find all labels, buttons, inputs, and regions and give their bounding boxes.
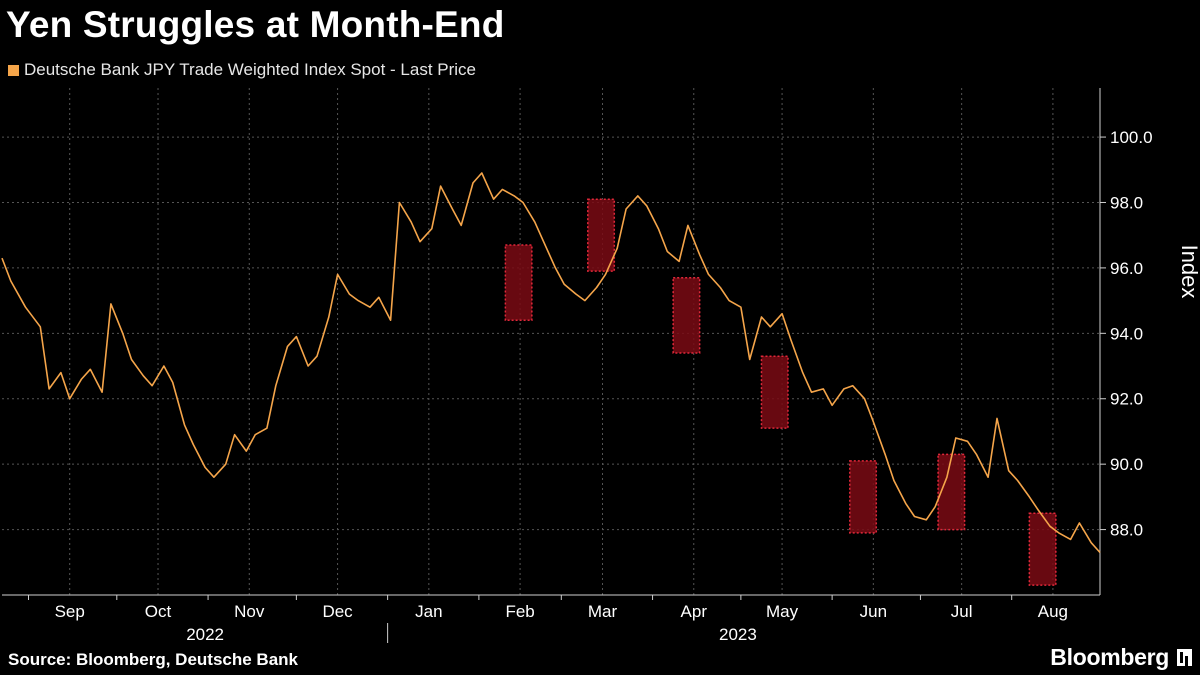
month-end-highlight <box>937 453 966 531</box>
y-tick-label: 94.0 <box>1110 324 1143 343</box>
x-tick-label: Feb <box>505 602 534 621</box>
x-tick-label: Jul <box>951 602 973 621</box>
month-end-highlight <box>672 276 701 354</box>
y-axis-title: Index <box>1177 245 1200 299</box>
year-label: 2022 <box>186 625 224 644</box>
brand-name: Bloomberg <box>1050 644 1169 670</box>
month-end-highlight <box>587 198 616 272</box>
source-note: Source: Bloomberg, Deutsche Bank <box>8 650 299 669</box>
brand-logo: Bloomberg <box>1050 644 1192 671</box>
x-tick-label: Nov <box>234 602 265 621</box>
x-tick-label: Dec <box>322 602 353 621</box>
legend-swatch <box>8 64 19 76</box>
y-tick-label: 90.0 <box>1110 455 1143 474</box>
x-tick-label: Jan <box>415 602 442 621</box>
x-tick-label: Jun <box>860 602 887 621</box>
x-tick-label: May <box>766 602 799 621</box>
chart-title: Yen Struggles at Month-End <box>6 4 505 45</box>
terminal-icon <box>1177 649 1192 666</box>
series-line <box>1 172 1101 554</box>
x-tick-label: Sep <box>55 602 85 621</box>
legend: Deutsche Bank JPY Trade Weighted Index S… <box>8 60 476 80</box>
month-end-highlight <box>1028 512 1057 586</box>
x-tick-label: Apr <box>681 602 708 621</box>
month-end-highlight <box>849 460 878 534</box>
x-tick-label: Aug <box>1038 602 1068 621</box>
y-tick-label: 96.0 <box>1110 259 1143 278</box>
y-tick-label: 88.0 <box>1110 521 1143 540</box>
y-tick-label: 98.0 <box>1110 193 1143 212</box>
x-tick-label: Mar <box>588 602 618 621</box>
y-tick-label: 92.0 <box>1110 390 1143 409</box>
legend-label: Deutsche Bank JPY Trade Weighted Index S… <box>24 60 477 79</box>
x-tick-label: Oct <box>145 602 172 621</box>
month-end-highlight <box>760 355 789 429</box>
year-label: 2023 <box>719 625 757 644</box>
y-tick-label: 100.0 <box>1110 128 1153 147</box>
month-end-highlight <box>504 244 533 321</box>
